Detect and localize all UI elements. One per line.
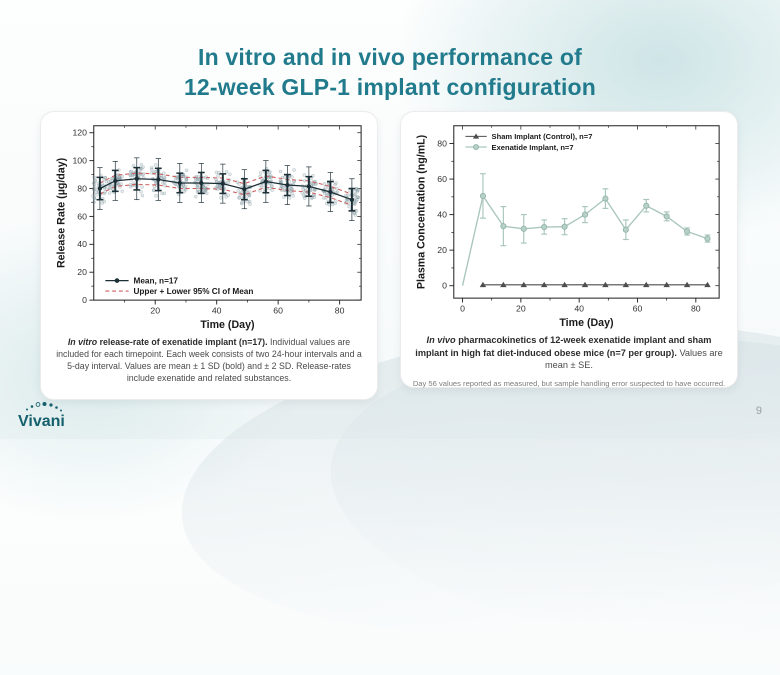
- invivo-footnote: Day 56 values reported as measured, but …: [412, 379, 726, 389]
- svg-text:60: 60: [273, 306, 283, 316]
- vivani-logo: Vivani: [18, 402, 65, 430]
- invitro-caption-lead-italic: In vitro: [67, 337, 98, 347]
- invivo-chart: 0 20 40 60 80 0 20 40 60 80 Time (Day) Plasma Conce…: [416, 125, 720, 329]
- svg-text:Sham Implant (Control), n=7: Sham Implant (Control), n=7: [492, 132, 593, 141]
- svg-text:120: 120: [72, 128, 87, 138]
- svg-text:60: 60: [437, 174, 447, 184]
- invitro-caption-body: Individual values are included for each …: [56, 337, 362, 384]
- svg-text:Exenatide Implant, n=7: Exenatide Implant, n=7: [492, 143, 574, 152]
- slide-title: In vitro and in vivo performance of 12-we…: [0, 43, 780, 102]
- svg-text:0: 0: [460, 304, 465, 314]
- svg-text:0: 0: [442, 281, 447, 291]
- svg-text:80: 80: [77, 183, 87, 193]
- svg-text:Release Rate (µg/day): Release Rate (µg/day): [56, 157, 68, 268]
- invitro-figure-card: 20 40 60 80 0 20 40 60 80 100 120 Time (Day) Release…: [40, 111, 378, 400]
- svg-text:100: 100: [72, 156, 87, 166]
- svg-text:60: 60: [77, 211, 87, 221]
- page-number: 9: [755, 405, 762, 417]
- svg-text:20: 20: [516, 304, 526, 314]
- invivo-caption-lead-bold: pharmacokinetics of 12-week exenatide im…: [415, 335, 712, 358]
- svg-text:80: 80: [335, 306, 345, 316]
- svg-text:20: 20: [77, 267, 87, 277]
- svg-text:0: 0: [82, 295, 87, 305]
- svg-text:20: 20: [150, 306, 160, 316]
- slide-title-line2: 12-week GLP-1 implant configuration: [183, 73, 597, 100]
- svg-text:Plasma Concentration (ng/mL): Plasma Concentration (ng/mL): [416, 134, 428, 289]
- invitro-caption-lead-bold: release-rate of exenatide implant (n=17)…: [97, 337, 268, 347]
- invitro-chart: 20 40 60 80 0 20 40 60 80 100 120 Time (Day) Release…: [56, 125, 362, 331]
- svg-text:Mean, n=17: Mean, n=17: [133, 277, 178, 286]
- svg-text:40: 40: [437, 210, 447, 220]
- svg-text:40: 40: [574, 304, 584, 314]
- invivo-caption-body: Values are mean ± SE.: [545, 347, 723, 371]
- vivani-logo-dots: [26, 402, 62, 412]
- svg-text:Time (Day): Time (Day): [200, 319, 255, 331]
- svg-text:40: 40: [77, 239, 87, 249]
- slide-title-line1: In vitro and in vivo performance of: [197, 44, 582, 71]
- svg-text:60: 60: [633, 304, 643, 314]
- svg-text:20: 20: [437, 245, 447, 255]
- svg-text:Upper + Lower 95% CI of Mean: Upper + Lower 95% CI of Mean: [133, 287, 253, 296]
- svg-text:80: 80: [437, 138, 447, 148]
- svg-text:Time (Day): Time (Day): [559, 317, 614, 329]
- invivo-caption-lead-italic: In vivo: [426, 335, 456, 345]
- svg-text:40: 40: [212, 306, 222, 316]
- invivo-figure-card: 0 20 40 60 80 0 20 40 60 80 Time (Day) Plasma Conce…: [400, 111, 738, 388]
- vivani-logo-text: Vivani: [18, 413, 65, 430]
- invivo-caption: In vivo pharmacokinetics of 12-week exen…: [409, 333, 729, 372]
- invitro-caption: In vitro release-rate of exenatide impla…: [49, 335, 369, 385]
- svg-text:80: 80: [691, 304, 701, 314]
